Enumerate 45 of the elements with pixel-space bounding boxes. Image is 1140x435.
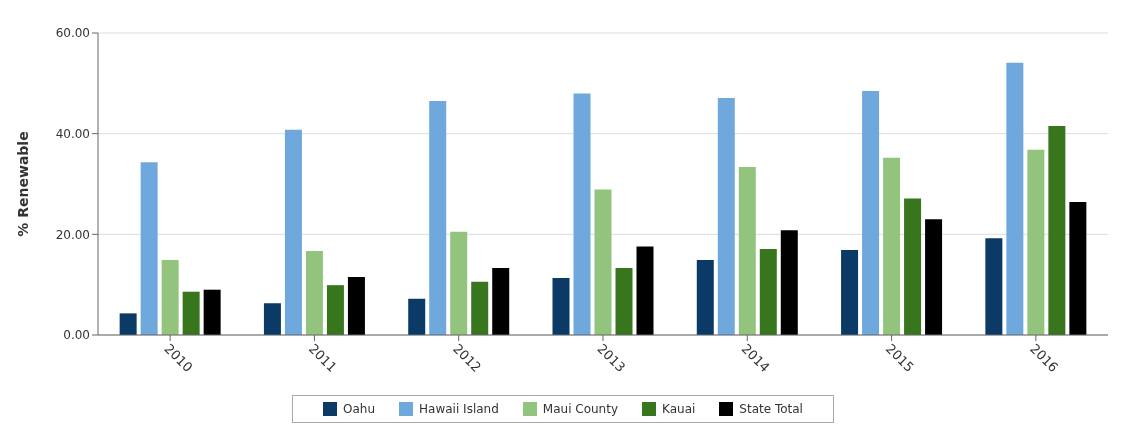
y-axis-title: % Renewable (14, 131, 31, 237)
bar (883, 157, 901, 335)
bar (925, 219, 943, 335)
bar (1027, 149, 1045, 335)
bar (594, 189, 612, 335)
bar (841, 249, 859, 335)
bar (1069, 202, 1087, 335)
bar (717, 97, 735, 335)
bar (161, 260, 179, 335)
bar (738, 166, 756, 335)
bar (119, 313, 137, 335)
bar (573, 93, 591, 335)
bar (759, 248, 777, 335)
y-tick-label: 0.00 (63, 328, 90, 343)
bar (1048, 126, 1066, 335)
bar (696, 260, 714, 335)
legend-label: Maui County (541, 402, 619, 416)
bar (326, 285, 344, 335)
bar (985, 238, 1003, 335)
bar (182, 291, 200, 335)
bar (429, 100, 447, 335)
bar (408, 298, 426, 335)
bar (347, 277, 365, 335)
bar (203, 289, 221, 335)
y-tick-label: 60.00 (55, 26, 90, 41)
y-tick-label: 20.00 (55, 227, 90, 242)
bar (284, 129, 302, 335)
bar (615, 268, 633, 335)
bar (904, 198, 922, 335)
bar (862, 90, 880, 335)
bar (492, 268, 510, 335)
bar (263, 303, 281, 335)
bar (471, 281, 489, 335)
legend-label: State Total (738, 402, 803, 416)
y-tick-label: 40.00 (55, 126, 90, 141)
legend-label: Oahu (342, 402, 376, 416)
legend-label: Kauai (661, 402, 696, 416)
bar (1006, 62, 1024, 335)
bar (780, 230, 798, 335)
bar (450, 231, 468, 335)
legend-label: Hawaii Island (418, 402, 499, 416)
bar (552, 278, 570, 335)
bar (140, 162, 158, 335)
bar (305, 250, 323, 335)
bar (636, 246, 654, 335)
